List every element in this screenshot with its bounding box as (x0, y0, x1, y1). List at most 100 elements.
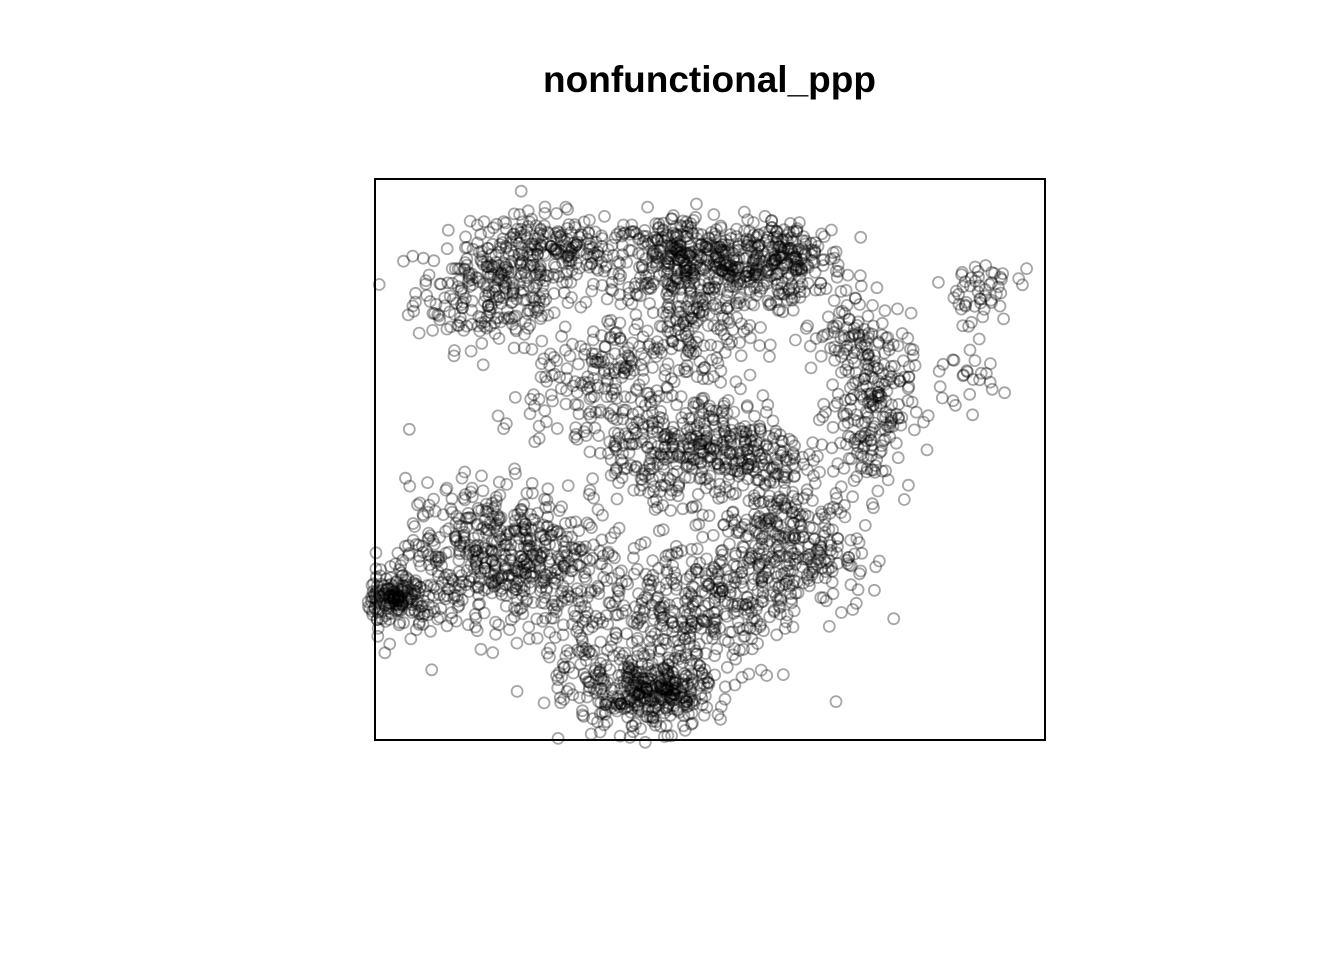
data-point (680, 349, 693, 362)
data-point (372, 278, 386, 291)
data-point (646, 446, 660, 460)
data-point (828, 353, 842, 367)
data-point (742, 452, 756, 466)
data-point (707, 252, 721, 265)
data-point (844, 339, 857, 352)
data-point (684, 428, 698, 442)
data-point (786, 234, 799, 248)
data-point (706, 258, 720, 272)
data-point (512, 247, 526, 261)
data-point (650, 232, 664, 246)
data-point (497, 256, 511, 270)
data-point (477, 215, 491, 229)
data-point (727, 263, 740, 277)
data-point (755, 447, 769, 461)
data-point (682, 343, 695, 357)
data-point (719, 461, 732, 474)
data-point (720, 301, 734, 315)
data-point (750, 280, 764, 294)
data-point (719, 233, 733, 247)
data-point (719, 452, 733, 466)
data-point (714, 234, 728, 248)
data-point (664, 252, 678, 266)
data-point (763, 461, 777, 475)
data-point (561, 479, 575, 493)
data-point (701, 281, 715, 295)
data-point (532, 265, 546, 279)
data-point (782, 225, 796, 239)
data-point (891, 451, 905, 465)
data-point (723, 467, 737, 481)
data-point (657, 265, 671, 279)
data-point (677, 254, 691, 267)
data-point (443, 289, 457, 303)
data-point (701, 451, 715, 464)
data-point (730, 222, 743, 236)
data-point (723, 280, 737, 294)
data-point (472, 245, 486, 259)
data-point (713, 256, 726, 270)
data-point (534, 222, 548, 236)
data-point (641, 324, 654, 338)
data-point (719, 428, 733, 442)
data-point (894, 418, 908, 432)
data-point (625, 297, 639, 311)
data-point (921, 409, 935, 423)
data-point (585, 390, 598, 404)
data-point (510, 292, 524, 306)
data-point (666, 226, 680, 240)
data-point (491, 273, 505, 287)
data-point (789, 333, 802, 347)
data-point (784, 216, 797, 230)
data-point (663, 315, 677, 329)
data-point (744, 296, 758, 310)
data-point (832, 316, 846, 330)
data-point (792, 242, 805, 256)
data-point (892, 411, 905, 425)
data-point (565, 263, 579, 277)
data-point (661, 471, 675, 485)
data-point (739, 269, 753, 283)
data-point (703, 469, 717, 483)
data-point (654, 233, 668, 247)
data-point (719, 245, 732, 259)
data-point (884, 416, 898, 430)
data-point (535, 239, 549, 253)
data-point (819, 282, 833, 296)
data-point (771, 283, 785, 297)
data-point (658, 369, 672, 383)
data-point (787, 291, 801, 305)
data-point (544, 240, 558, 253)
data-point (611, 427, 625, 441)
data-point (714, 301, 727, 315)
data-point (768, 254, 782, 267)
data-point (634, 270, 647, 284)
data-point (692, 398, 705, 412)
data-point (598, 209, 611, 223)
data-point (555, 228, 569, 242)
data-point (864, 433, 878, 447)
data-point (785, 434, 799, 448)
data-point (715, 238, 729, 252)
data-point (697, 361, 711, 375)
data-point (755, 454, 768, 468)
data-point (803, 447, 816, 461)
data-point (547, 287, 561, 300)
data-point (694, 471, 708, 485)
data-point (684, 245, 698, 259)
data-point (600, 250, 614, 264)
data-point (526, 248, 540, 262)
data-point (583, 237, 597, 251)
data-point (714, 219, 728, 233)
data-point (460, 252, 474, 266)
data-point (866, 422, 879, 436)
data-point (709, 439, 723, 453)
data-point (670, 314, 684, 328)
data-point (682, 412, 696, 425)
data-point (702, 281, 716, 295)
data-point (726, 417, 740, 431)
data-point (572, 230, 586, 244)
data-point (647, 342, 661, 356)
data-point (477, 277, 490, 291)
data-point (660, 266, 674, 280)
